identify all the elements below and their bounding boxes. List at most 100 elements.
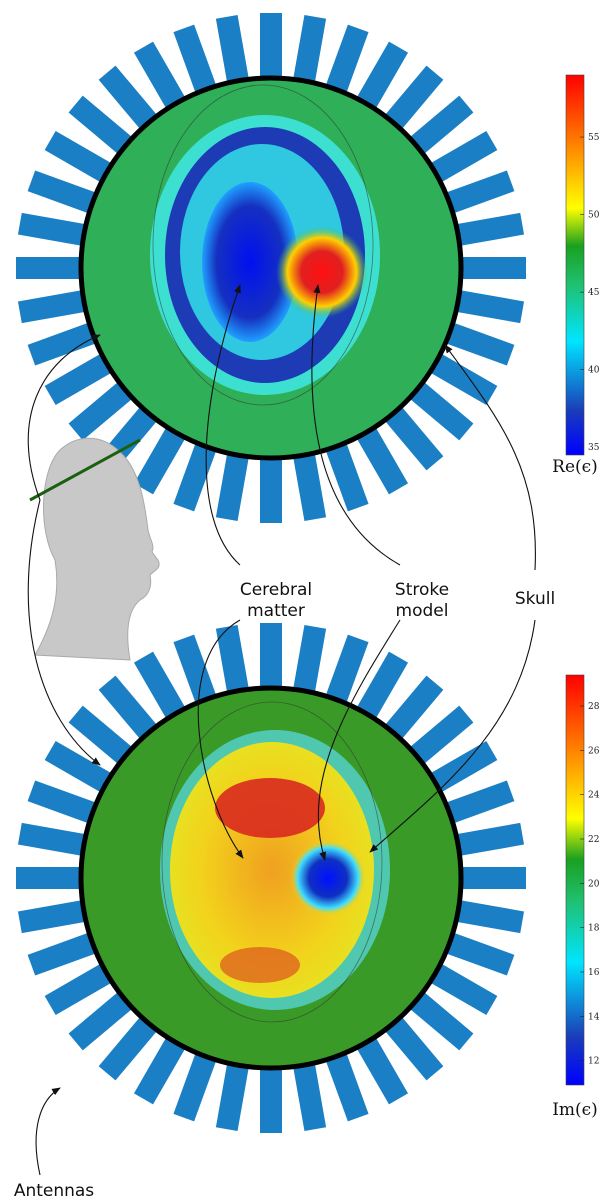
colorbar-tick-label: 12 <box>588 1057 599 1067</box>
antenna <box>325 1051 369 1122</box>
colorbar-label: Im(ϵ) <box>552 1100 598 1120</box>
annotation: Cerebral matter <box>240 580 312 621</box>
antenna <box>384 65 444 131</box>
antenna <box>68 705 134 765</box>
antenna <box>292 14 327 84</box>
antenna <box>44 352 113 406</box>
antenna <box>444 170 515 214</box>
colorbar-tick-label: 20 <box>588 879 600 889</box>
annotation: Stroke model <box>395 580 449 621</box>
antenna <box>384 1015 444 1081</box>
antenna <box>27 322 98 366</box>
antenna <box>27 170 98 214</box>
antenna <box>16 257 82 279</box>
antenna <box>444 932 515 976</box>
antenna <box>17 899 87 934</box>
colorbar-tick-label: 16 <box>588 968 600 978</box>
antenna <box>325 24 369 95</box>
antenna <box>17 212 87 247</box>
reconstruction-real <box>78 75 464 461</box>
antenna <box>68 95 134 155</box>
antenna <box>44 962 113 1016</box>
antenna <box>215 14 250 84</box>
antenna <box>408 95 474 155</box>
colorbar-tick-label: 45 <box>588 288 600 298</box>
antenna <box>260 1067 282 1133</box>
antenna <box>133 41 187 110</box>
antenna <box>68 991 134 1051</box>
antenna <box>27 932 98 976</box>
colorbar-label: Re(ϵ) <box>552 457 598 477</box>
annotation: Antennas <box>14 1181 94 1201</box>
antenna <box>408 991 474 1051</box>
colorbar-tick-label: 26 <box>588 746 600 756</box>
antenna <box>325 634 369 705</box>
arrows <box>27 284 536 1176</box>
colorbar <box>565 74 585 456</box>
antenna <box>444 780 515 824</box>
antenna <box>260 457 282 523</box>
antenna <box>455 899 525 934</box>
antenna <box>215 452 250 522</box>
antenna <box>355 651 409 720</box>
colorbar-tick-label: 50 <box>588 211 600 221</box>
antenna <box>292 624 327 694</box>
antenna <box>444 322 515 366</box>
reconstruction-imag <box>78 685 464 1071</box>
annotation: Skull <box>515 589 555 609</box>
antenna-array <box>16 623 526 1133</box>
antenna <box>44 130 113 184</box>
antenna <box>68 381 134 441</box>
antenna <box>133 426 187 495</box>
antenna <box>460 257 526 279</box>
colorbar-tick-label: 22 <box>588 835 599 845</box>
antenna <box>215 624 250 694</box>
antenna <box>455 212 525 247</box>
antenna <box>98 1015 158 1081</box>
antenna <box>408 705 474 765</box>
colorbar-tick-label: 14 <box>588 1012 600 1022</box>
colorbar-tick-label: 18 <box>588 924 600 934</box>
antenna <box>355 426 409 495</box>
antenna <box>17 289 87 324</box>
antenna <box>455 289 525 324</box>
antenna <box>355 41 409 110</box>
antenna <box>27 780 98 824</box>
antenna <box>292 1062 327 1132</box>
antenna <box>133 1036 187 1105</box>
antenna <box>16 867 82 889</box>
antenna <box>260 623 282 689</box>
colorbar-tick-label: 24 <box>588 791 600 801</box>
colorbar-tick-label: 28 <box>588 702 600 712</box>
antenna <box>408 381 474 441</box>
antenna <box>173 441 217 512</box>
antenna-array <box>16 13 526 523</box>
antenna <box>455 822 525 857</box>
antenna <box>173 1051 217 1122</box>
antenna <box>98 675 158 741</box>
antenna <box>17 822 87 857</box>
antenna <box>384 405 444 471</box>
colorbar-tick-label: 40 <box>588 366 600 376</box>
antenna <box>98 65 158 131</box>
antenna <box>429 130 498 184</box>
colorbar-tick-label: 35 <box>588 443 600 453</box>
antenna <box>355 1036 409 1105</box>
antenna <box>215 1062 250 1132</box>
antenna <box>44 740 113 794</box>
antenna <box>173 634 217 705</box>
antenna <box>384 675 444 741</box>
antenna <box>260 13 282 79</box>
antenna <box>460 867 526 889</box>
antenna <box>429 962 498 1016</box>
antenna <box>325 441 369 512</box>
colorbar <box>565 674 585 1086</box>
antenna <box>429 352 498 406</box>
antenna <box>429 740 498 794</box>
antenna <box>173 24 217 95</box>
head-icon <box>29 437 160 661</box>
colorbar-tick-label: 55 <box>588 133 600 143</box>
antenna <box>292 452 327 522</box>
antenna <box>133 651 187 720</box>
